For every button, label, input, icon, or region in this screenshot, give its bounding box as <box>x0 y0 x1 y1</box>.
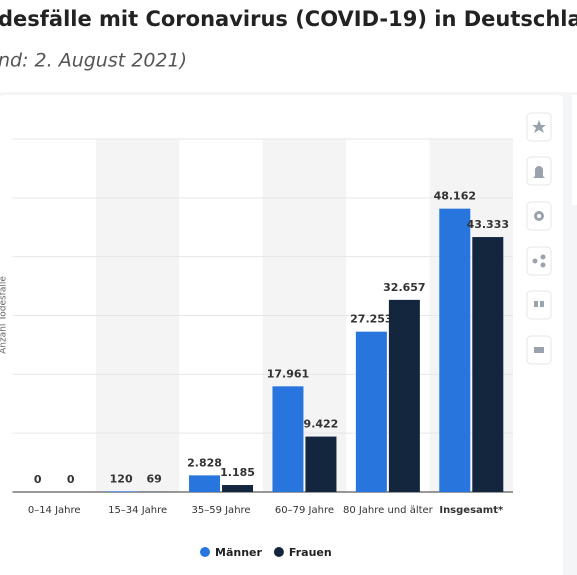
bar <box>439 208 471 492</box>
value-label: 17.961 <box>267 367 309 380</box>
chart-subtitle: nd: 2. August 2021) <box>0 50 187 72</box>
bar <box>305 436 337 492</box>
header-bg <box>0 0 577 92</box>
toolbar <box>526 112 552 365</box>
x-tick-label: 0–14 Jahre <box>28 505 81 516</box>
y-axis-label: Anzahl Todesfälle <box>0 276 9 354</box>
side-card <box>572 95 577 205</box>
bar <box>472 237 504 492</box>
bar <box>355 331 387 492</box>
share-button[interactable] <box>526 246 552 276</box>
cite-button[interactable] <box>526 290 552 320</box>
value-label: 120 <box>110 472 133 485</box>
value-label: 0 <box>67 473 75 486</box>
bar <box>222 485 254 492</box>
value-label: 2.828 <box>187 456 222 469</box>
legend-marker <box>273 547 284 557</box>
value-label: 32.657 <box>383 281 425 294</box>
x-tick-label: 15–34 Jahre <box>108 505 167 516</box>
legend-label: Männer <box>215 546 262 559</box>
value-label: 69 <box>146 473 161 486</box>
toolbar-icons <box>532 120 546 353</box>
x-tick-label: 80 Jahre und älter <box>343 505 434 516</box>
bar <box>105 491 137 492</box>
value-label: 1.185 <box>220 466 255 479</box>
value-label: 0 <box>34 473 42 486</box>
legend-marker <box>200 547 210 557</box>
value-label: 43.333 <box>467 218 509 231</box>
legend-label: Frauen <box>289 546 332 559</box>
x-tick-label: 60–79 Jahre <box>275 505 334 516</box>
value-label: 9.422 <box>304 418 339 431</box>
value-label: 48.162 <box>434 190 476 203</box>
chart-title: desfälle mit Coronavirus (COVID-19) in D… <box>0 7 577 31</box>
value-label: 27.253 <box>350 313 392 326</box>
x-tick-label: Insgesamt* <box>439 505 504 516</box>
bar <box>388 299 420 492</box>
bar <box>272 386 304 492</box>
bar <box>189 475 221 492</box>
x-tick-label: 35–59 Jahre <box>191 505 250 516</box>
